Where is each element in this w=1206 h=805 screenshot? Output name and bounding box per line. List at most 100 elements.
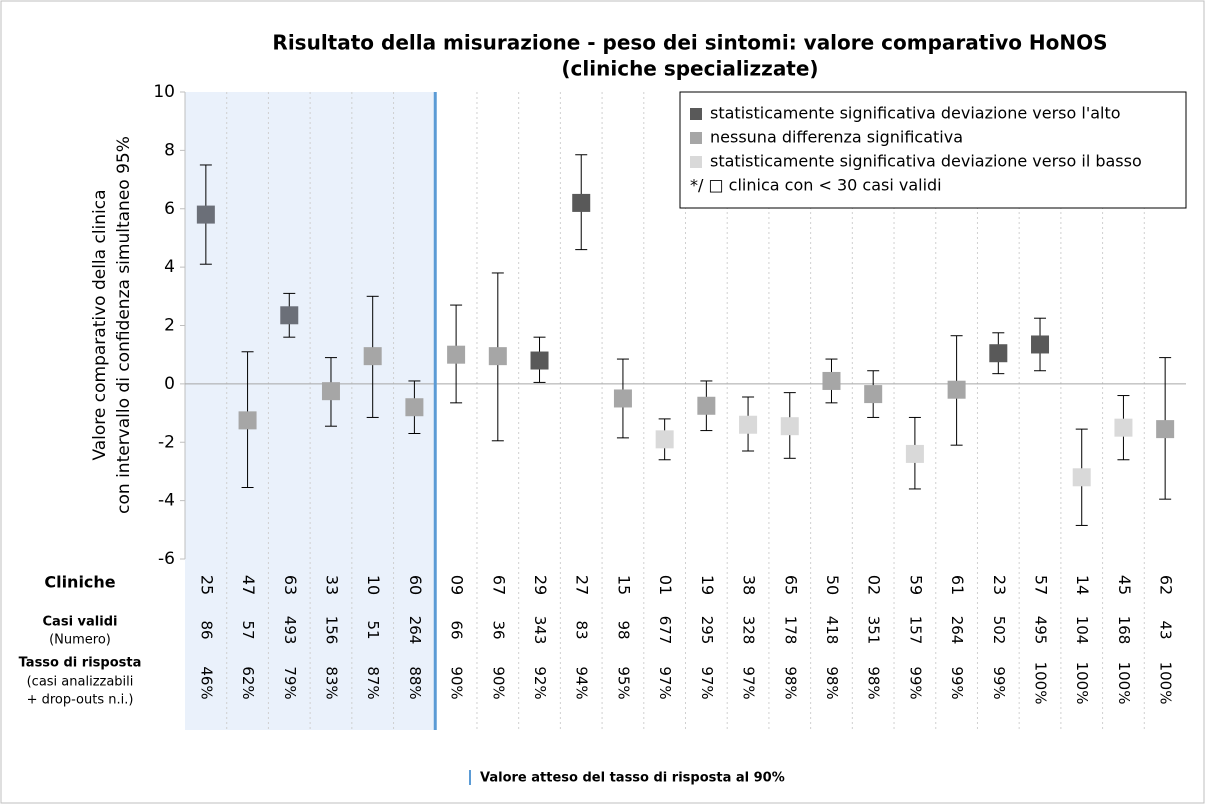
clinic-label: 62 [1157,575,1176,595]
chart-title: Risultato della misurazione - peso dei s… [272,31,1107,55]
marker [697,396,716,415]
clinic-label: 50 [823,575,842,595]
rate-label: 100% [1032,662,1050,705]
reference-note: Valore atteso del tasso di risposta al 9… [480,771,785,786]
rate-label: 92% [531,666,549,699]
marker [905,444,924,463]
row-label: (Numero) [49,633,111,648]
clinic-label: 65 [781,575,800,595]
cases-label: 493 [281,616,299,645]
cases-label: 677 [656,616,674,645]
cases-label: 51 [364,620,382,639]
legend-swatch [690,156,702,168]
rate-label: 99% [948,666,966,699]
marker [447,345,466,364]
y-tick-label: 0 [164,374,175,394]
marker [1156,420,1175,439]
marker [739,415,758,434]
clinic-label: 19 [698,575,717,595]
cases-label: 264 [406,616,424,645]
clinic-label: 14 [1073,575,1092,595]
cases-label: 178 [781,616,799,645]
y-tick-label: -6 [158,549,175,569]
marker [947,380,966,399]
cases-label: 502 [990,616,1008,645]
rate-label: 98% [823,666,841,699]
marker [321,382,340,401]
y-tick-label: 10 [153,82,175,102]
clinic-label: 09 [448,575,467,595]
rate-label: 97% [656,666,674,699]
clinic-label: 27 [573,575,592,595]
cases-label: 328 [740,616,758,645]
marker [1114,418,1133,437]
y-tick-label: 8 [164,140,175,160]
rate-label: 88% [406,666,424,699]
rate-label: 99% [990,666,1008,699]
marker [989,344,1008,363]
clinic-label: 47 [239,575,258,595]
y-tick-label: -4 [158,491,175,511]
cases-label: 83 [573,620,591,639]
rate-label: 100% [1115,662,1133,705]
clinic-label: 10 [364,575,383,595]
marker [530,351,549,370]
rate-label: 98% [781,666,799,699]
marker [1031,335,1050,354]
marker [1072,468,1091,487]
legend-swatch [690,108,702,120]
rate-label: 90% [489,666,507,699]
marker [196,205,215,224]
marker [864,385,883,404]
rate-label: 95% [614,666,632,699]
cases-label: 351 [865,616,883,645]
row-label: (casi analizzabili [27,675,134,690]
cases-label: 57 [239,620,257,639]
clinic-label: 15 [614,575,633,595]
clinic-label: 57 [1032,575,1051,595]
clinic-label: 01 [656,575,675,595]
cases-label: 418 [823,616,841,645]
legend-swatch [690,132,702,144]
clinic-label: 61 [948,575,967,595]
cases-label: 156 [322,616,340,645]
cases-label: 66 [448,620,466,639]
clinic-label: 45 [1115,575,1134,595]
cases-label: 168 [1115,616,1133,645]
rate-label: 79% [281,666,299,699]
marker [280,306,299,325]
cases-label: 98 [614,620,632,639]
y-tick-label: -2 [158,432,175,452]
marker [488,347,507,366]
clinic-label: 25 [197,575,216,595]
rate-label: 97% [698,666,716,699]
rate-label: 46% [197,666,215,699]
cases-label: 343 [531,616,549,645]
marker [363,347,382,366]
row-label: + drop-outs n.i.) [27,693,134,708]
cases-label: 36 [489,620,507,639]
row-label: Casi validi [43,615,118,630]
cases-label: 86 [197,620,215,639]
cases-label: 264 [948,616,966,645]
legend-label: statisticamente significativa deviazione… [710,152,1142,171]
rate-label: 87% [364,666,382,699]
chart-title: (cliniche specializzate) [561,57,818,81]
clinic-label: 63 [281,575,300,595]
cases-label: 157 [906,616,924,645]
row-label: Cliniche [44,573,115,592]
marker [405,398,424,417]
rate-label: 90% [448,666,466,699]
marker [613,389,632,408]
clinic-label: 02 [865,575,884,595]
y-tick-label: 2 [164,316,175,336]
row-label: Tasso di risposta [19,656,142,671]
cases-label: 295 [698,616,716,645]
clinic-label: 60 [406,575,425,595]
rate-label: 97% [740,666,758,699]
clinic-label: 29 [531,575,550,595]
y-axis-title: Valore comparativo della clinica [90,189,110,460]
legend-label: statisticamente significativa deviazione… [710,104,1121,123]
legend-box [679,91,1187,209]
